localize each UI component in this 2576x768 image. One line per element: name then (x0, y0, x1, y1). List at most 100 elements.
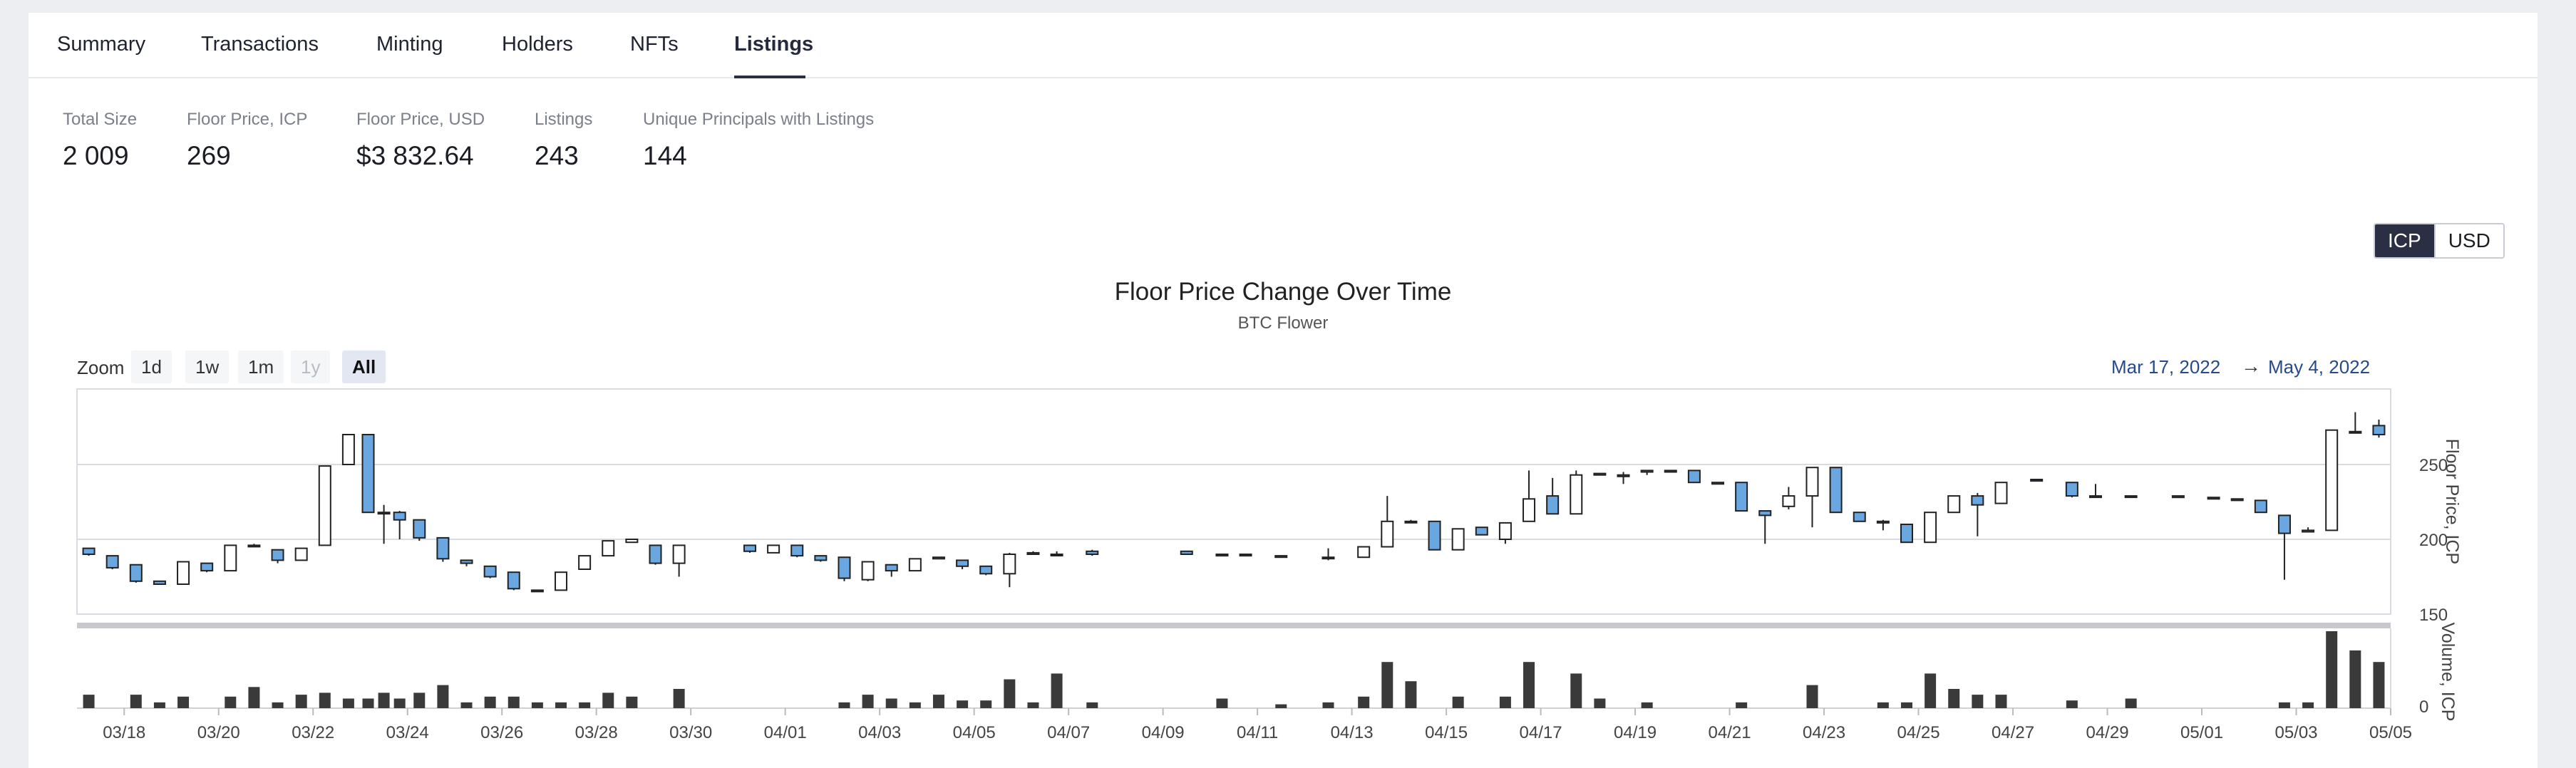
candle-body (1239, 554, 1252, 557)
candle (956, 559, 969, 569)
candle-body (2207, 497, 2220, 500)
zoom-all-button[interactable]: All (342, 351, 386, 383)
tab-listings[interactable]: Listings (734, 33, 814, 56)
pane-separator (77, 623, 2391, 628)
candle-body (1829, 467, 1843, 514)
volume-bar (1900, 702, 1912, 708)
candle (1357, 546, 1371, 559)
tab-nfts[interactable]: NFTs (630, 33, 679, 56)
stat-floor-usd-label: Floor Price, USD (356, 110, 485, 129)
candle-body (1711, 482, 1725, 485)
volume-bar (579, 702, 591, 708)
candle (2088, 484, 2102, 499)
stat-principals-value: 144 (643, 141, 687, 170)
zoom-1d-button[interactable]: 1d (131, 351, 172, 383)
tab-summary[interactable]: Summary (57, 33, 146, 56)
volume-bar (413, 692, 426, 708)
currency-icp-button[interactable]: ICP (2375, 224, 2434, 257)
volume-tick-label: 0 (2419, 697, 2428, 717)
zoom-1m-button[interactable]: 1m (238, 351, 284, 383)
volume-bar (1051, 673, 1063, 708)
candle (318, 465, 331, 546)
volume-bar (626, 696, 638, 708)
candle (413, 519, 426, 541)
volume-bar (885, 698, 897, 708)
candle-body (578, 555, 592, 570)
candle-body (1357, 546, 1371, 559)
x-tick-label: 04/23 (1803, 723, 1845, 742)
candle (1381, 496, 1394, 548)
currency-usd-button[interactable]: USD (2433, 224, 2503, 257)
volume-bar (1027, 702, 1039, 708)
candle-body (743, 544, 756, 552)
volume-bar (83, 695, 95, 708)
volume-bar (225, 696, 237, 708)
candle (1924, 512, 1937, 544)
volume-bar (555, 702, 567, 708)
x-tick-label: 03/20 (197, 723, 240, 742)
stat-listings-value: 243 (535, 141, 579, 170)
stat-listings-label: Listings (535, 110, 593, 129)
candle-body (2124, 495, 2138, 499)
candle-body (1924, 512, 1937, 544)
candle (2124, 495, 2138, 499)
volume-bar (1086, 702, 1098, 708)
price-pane-frame (76, 388, 2391, 615)
candle-body (2171, 495, 2185, 499)
candle (1876, 519, 1890, 531)
candle-body (1735, 482, 1748, 512)
candle-body (979, 565, 993, 575)
volume-bar (602, 692, 614, 708)
candle (979, 565, 993, 576)
candle (1664, 469, 1677, 473)
candle (507, 571, 520, 591)
zoom-1w-button[interactable]: 1w (185, 351, 230, 383)
candle-body (625, 539, 639, 544)
zoom-1y-button[interactable]: 1y (291, 351, 331, 383)
candle-body (2302, 529, 2315, 533)
candle (2065, 482, 2078, 498)
candle (1498, 521, 1512, 544)
volume-bar (2278, 702, 2290, 708)
candle-body (271, 549, 284, 561)
volume-bar (1452, 696, 1464, 708)
x-tick-label: 04/29 (2086, 723, 2128, 742)
range-to-date[interactable]: May 4, 2022 (2268, 356, 2371, 378)
candle-body (1593, 472, 1607, 476)
candle (1570, 470, 1583, 515)
candle (2349, 412, 2362, 434)
volume-bar (673, 689, 685, 708)
x-tick-label: 04/11 (1237, 723, 1278, 742)
x-tick-label: 05/01 (2180, 723, 2223, 742)
candle (341, 434, 355, 465)
volume-bar (378, 692, 390, 708)
candle-body (294, 547, 308, 561)
candle (2171, 495, 2185, 499)
volume-bar (1381, 662, 1393, 708)
range-from-date[interactable]: Mar 17, 2022 (2111, 356, 2221, 378)
candle-body (361, 434, 375, 514)
tab-holders[interactable]: Holders (502, 33, 573, 56)
candle (377, 504, 391, 544)
volume-bar (248, 687, 260, 708)
candle (1180, 550, 1193, 555)
floor-price-chart: 150 200 250 0 03/18 03/20 03/22 03/24 03/26 03/28… (76, 388, 2462, 742)
candle (743, 544, 756, 553)
candle (1687, 469, 1701, 484)
candle (1994, 482, 2008, 504)
candle (2254, 499, 2267, 514)
volume-bar (1499, 696, 1511, 708)
candle-body (1322, 556, 1335, 560)
volume-bar (862, 695, 874, 708)
candle (1782, 487, 1796, 509)
tab-transactions[interactable]: Transactions (201, 33, 319, 56)
candle-body (105, 555, 119, 569)
candle-body (861, 561, 875, 581)
volume-series (83, 631, 2385, 708)
price-tick-label: 150 (2419, 606, 2448, 625)
volume-bar (2125, 698, 2137, 708)
volume-bar (1405, 681, 1417, 708)
tab-minting[interactable]: Minting (376, 33, 443, 56)
candle (2277, 514, 2291, 580)
volume-bar (531, 702, 543, 708)
